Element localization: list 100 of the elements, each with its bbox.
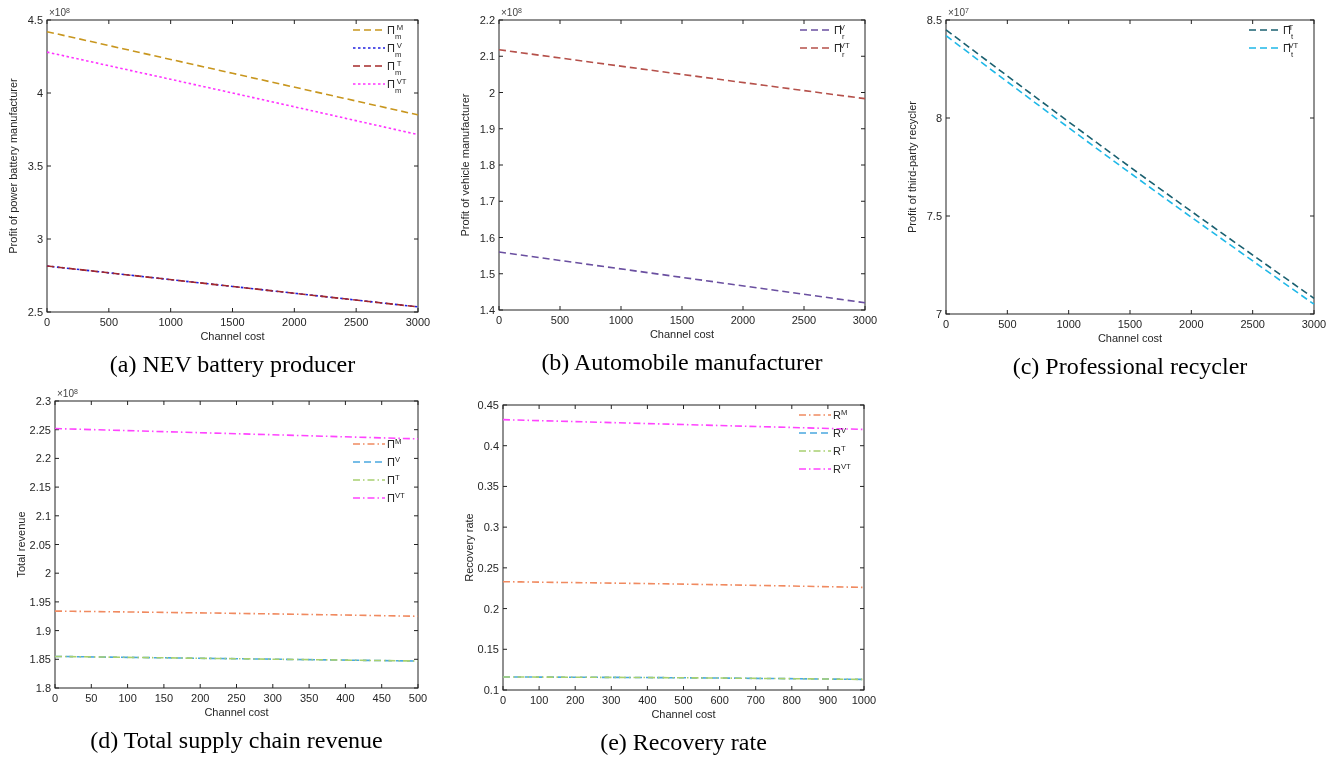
x-tick-label: 3000 (405, 316, 431, 328)
y-tick-label: 1.9 (35, 624, 51, 637)
y-axis-title: Total revenue (15, 511, 27, 578)
x-tick-label: 0 (495, 314, 503, 326)
x-tick-label: 100 (529, 694, 549, 706)
x-tick-label: 1500 (220, 316, 245, 328)
y-tick-label: 0.45 (477, 399, 499, 411)
x-tick-label: 300 (602, 694, 621, 706)
legend-label: R$^{V}$ (833, 425, 847, 439)
y-tick-label: 3.5 (27, 160, 43, 172)
x-tick-label: 1000 (1056, 318, 1081, 330)
x-axis-title: Channel cost (200, 330, 265, 342)
y-tick-label: 0.15 (477, 643, 499, 656)
x-axis-title: Channel cost (651, 708, 716, 720)
x-tick-label: 400 (638, 694, 657, 706)
x-tick-label: 700 (746, 694, 765, 706)
legend-label: R$^{T}$ (833, 443, 846, 457)
y-axis-title: Profit of power battery manufacturer (7, 77, 19, 254)
x-tick-label: 0 (51, 692, 59, 704)
text: (c) Professional recycler (1012, 353, 1248, 379)
legend-label: R$^{M}$ (833, 407, 848, 421)
y-tick-label: 7.5 (926, 210, 942, 222)
text: ×10$^{7}$ (948, 6, 969, 18)
y-tick-label: 8 (935, 112, 942, 124)
y-tick-label: 2.3 (35, 395, 51, 407)
x-axis-title: Channel cost (1097, 332, 1163, 344)
x-tick-label: 450 (372, 692, 391, 704)
y-tick-label: 7 (935, 308, 942, 320)
y-tick-label: 8.5 (926, 14, 942, 26)
x-tick-label: 1500 (669, 314, 695, 326)
x-tick-label: 100 (118, 692, 137, 704)
text: (d) Total supply chain revenue (90, 727, 383, 753)
y-axis-title: Profit of third-party recycler (906, 100, 918, 234)
x-tick-label: 600 (710, 694, 729, 706)
y-tick-label: 1.9 (479, 122, 495, 135)
y-tick-label: 1.5 (479, 267, 495, 280)
y-tick-label: 2.05 (29, 538, 51, 551)
x-tick-label: 0 (43, 316, 51, 328)
y-tick-label: 0.35 (477, 480, 499, 493)
x-tick-label: 2500 (791, 314, 817, 326)
x-tick-label: 500 (408, 692, 428, 704)
x-tick-label: 1000 (608, 314, 634, 326)
y-tick-label: 1.8 (35, 682, 51, 694)
x-tick-label: 1000 (158, 316, 183, 328)
x-tick-label: 3000 (852, 314, 878, 326)
legend-label: Π$^{T}$ (387, 472, 400, 487)
y-tick-label: 1.6 (479, 231, 495, 244)
x-tick-label: 500 (99, 316, 119, 328)
x-tick-label: 500 (998, 318, 1017, 330)
y-tick-label: 2.2 (35, 452, 51, 465)
x-tick-label: 0 (942, 318, 950, 330)
x-tick-label: 2000 (730, 314, 756, 326)
x-tick-label: 150 (154, 692, 174, 704)
x-tick-label: 200 (566, 694, 585, 706)
text: (e) Recovery rate (600, 729, 767, 755)
y-tick-label: 0.3 (483, 521, 499, 534)
y-tick-label: 2.1 (35, 509, 51, 522)
y-tick-label: 1.8 (479, 159, 495, 171)
x-axis-title: Channel cost (649, 328, 715, 340)
y-tick-label: 3 (36, 233, 43, 245)
y-tick-label: 1.7 (479, 195, 495, 208)
y-tick-label: 4 (36, 87, 43, 99)
y-tick-label: 2.5 (27, 306, 43, 318)
text: ×10$^{8}$ (49, 6, 70, 18)
y-tick-label: 0.25 (477, 561, 499, 574)
x-tick-label: 500 (550, 314, 570, 326)
text: ×10$^{8}$ (57, 387, 78, 399)
x-tick-label: 300 (263, 692, 282, 704)
y-tick-label: 2.25 (29, 423, 51, 436)
x-tick-label: 0 (499, 694, 507, 706)
x-axis-title: Channel cost (204, 706, 269, 718)
x-tick-label: 50 (85, 692, 98, 704)
x-tick-label: 200 (191, 692, 210, 704)
x-tick-label: 2500 (1240, 318, 1265, 330)
x-tick-label: 3000 (1301, 318, 1327, 330)
text: (b) Automobile manufacturer (541, 349, 823, 375)
x-tick-label: 350 (299, 692, 319, 704)
x-tick-label: 2000 (282, 316, 307, 328)
x-tick-label: 500 (674, 694, 693, 706)
x-tick-label: 2000 (1179, 318, 1204, 330)
x-tick-label: 2500 (343, 316, 369, 328)
y-tick-label: 2 (488, 86, 495, 99)
legend-label: Π$^{VT}$ (387, 490, 406, 505)
y-tick-label: 2.2 (479, 14, 495, 26)
y-tick-label: 2.1 (479, 50, 495, 63)
y-tick-label: 4.5 (27, 14, 43, 26)
y-tick-label: 0.4 (483, 439, 499, 452)
text: ×10$^{8}$ (501, 6, 522, 18)
y-axis-title: Recovery rate (463, 513, 475, 582)
x-tick-label: 1500 (1117, 318, 1143, 330)
y-tick-label: 0.2 (483, 602, 499, 615)
legend-label: R$^{VT}$ (833, 461, 852, 475)
legend-label: Π$^{M}$ (387, 436, 402, 451)
x-tick-label: 400 (336, 692, 355, 704)
y-tick-label: 1.85 (29, 653, 51, 666)
y-tick-label: 2.15 (29, 481, 51, 494)
legend-label: Π$^{V}$ (387, 454, 401, 469)
y-tick-label: 1.4 (479, 304, 495, 316)
y-tick-label: 2 (44, 567, 51, 580)
x-tick-label: 1000 (851, 694, 877, 706)
